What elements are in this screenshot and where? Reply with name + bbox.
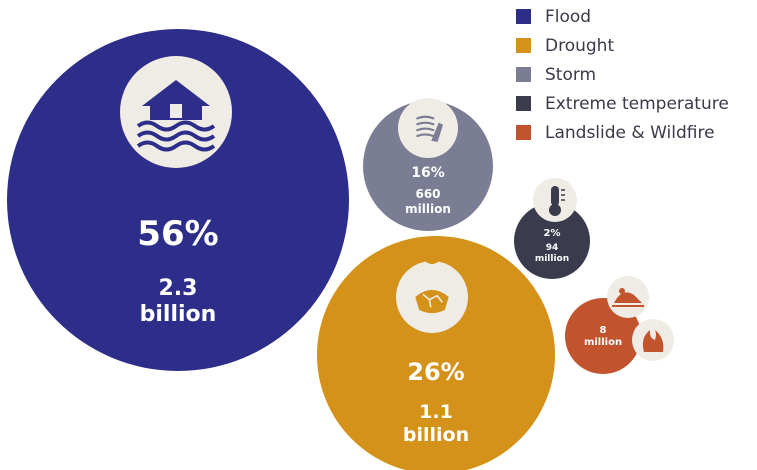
bubble-circle bbox=[514, 203, 590, 279]
legend-swatch bbox=[516, 67, 531, 82]
bubble-people-label: 660 bbox=[415, 187, 440, 201]
legend-swatch bbox=[516, 9, 531, 24]
wind-storm-icon bbox=[398, 98, 458, 158]
bubble-people-label: million bbox=[405, 202, 451, 216]
legend-item: Storm bbox=[516, 60, 729, 89]
thermometer-icon bbox=[533, 178, 577, 222]
flooded-house-icon bbox=[120, 56, 232, 168]
bubble-people-label: 1.1 bbox=[419, 401, 453, 423]
bubble-people-label: billion bbox=[140, 302, 217, 327]
legend-swatch bbox=[516, 125, 531, 140]
legend-swatch bbox=[516, 38, 531, 53]
bubble-percent-label: 16% bbox=[411, 165, 445, 181]
legend-item: Extreme temperature bbox=[516, 89, 729, 118]
bubble-people-label: billion bbox=[403, 424, 469, 446]
legend-item: Flood bbox=[516, 2, 729, 31]
legend: Flood Drought Storm Extreme temperature Land… bbox=[516, 2, 729, 147]
bubble-circle bbox=[7, 29, 349, 371]
bubble-circle bbox=[363, 101, 493, 231]
bubble-people-label: 2.3 bbox=[159, 276, 198, 301]
legend-label: Drought bbox=[545, 35, 615, 56]
bubble-percent-label: 2% bbox=[544, 228, 561, 239]
bubble-circle bbox=[317, 236, 555, 470]
legend-swatch bbox=[516, 96, 531, 111]
legend-label: Landslide & Wildfire bbox=[545, 122, 715, 143]
legend-item: Drought bbox=[516, 31, 729, 60]
bubble-people-label: million bbox=[535, 254, 569, 264]
legend-item: Landslide & Wildfire bbox=[516, 118, 729, 147]
bubble-people-label: 8 bbox=[600, 325, 607, 336]
landslide-and-fire-icon bbox=[607, 276, 649, 318]
legend-label: Extreme temperature bbox=[545, 93, 729, 114]
bubble-percent-label: 26% bbox=[407, 358, 464, 386]
cracked-earth-sun-icon bbox=[396, 246, 468, 333]
fire-icon bbox=[632, 319, 674, 361]
legend-label: Storm bbox=[545, 64, 597, 85]
bubble-people-label: 94 bbox=[546, 243, 559, 253]
bubble-percent-label: 56% bbox=[137, 214, 218, 254]
bubble-people-label: million bbox=[584, 337, 622, 348]
legend-label: Flood bbox=[545, 6, 592, 27]
